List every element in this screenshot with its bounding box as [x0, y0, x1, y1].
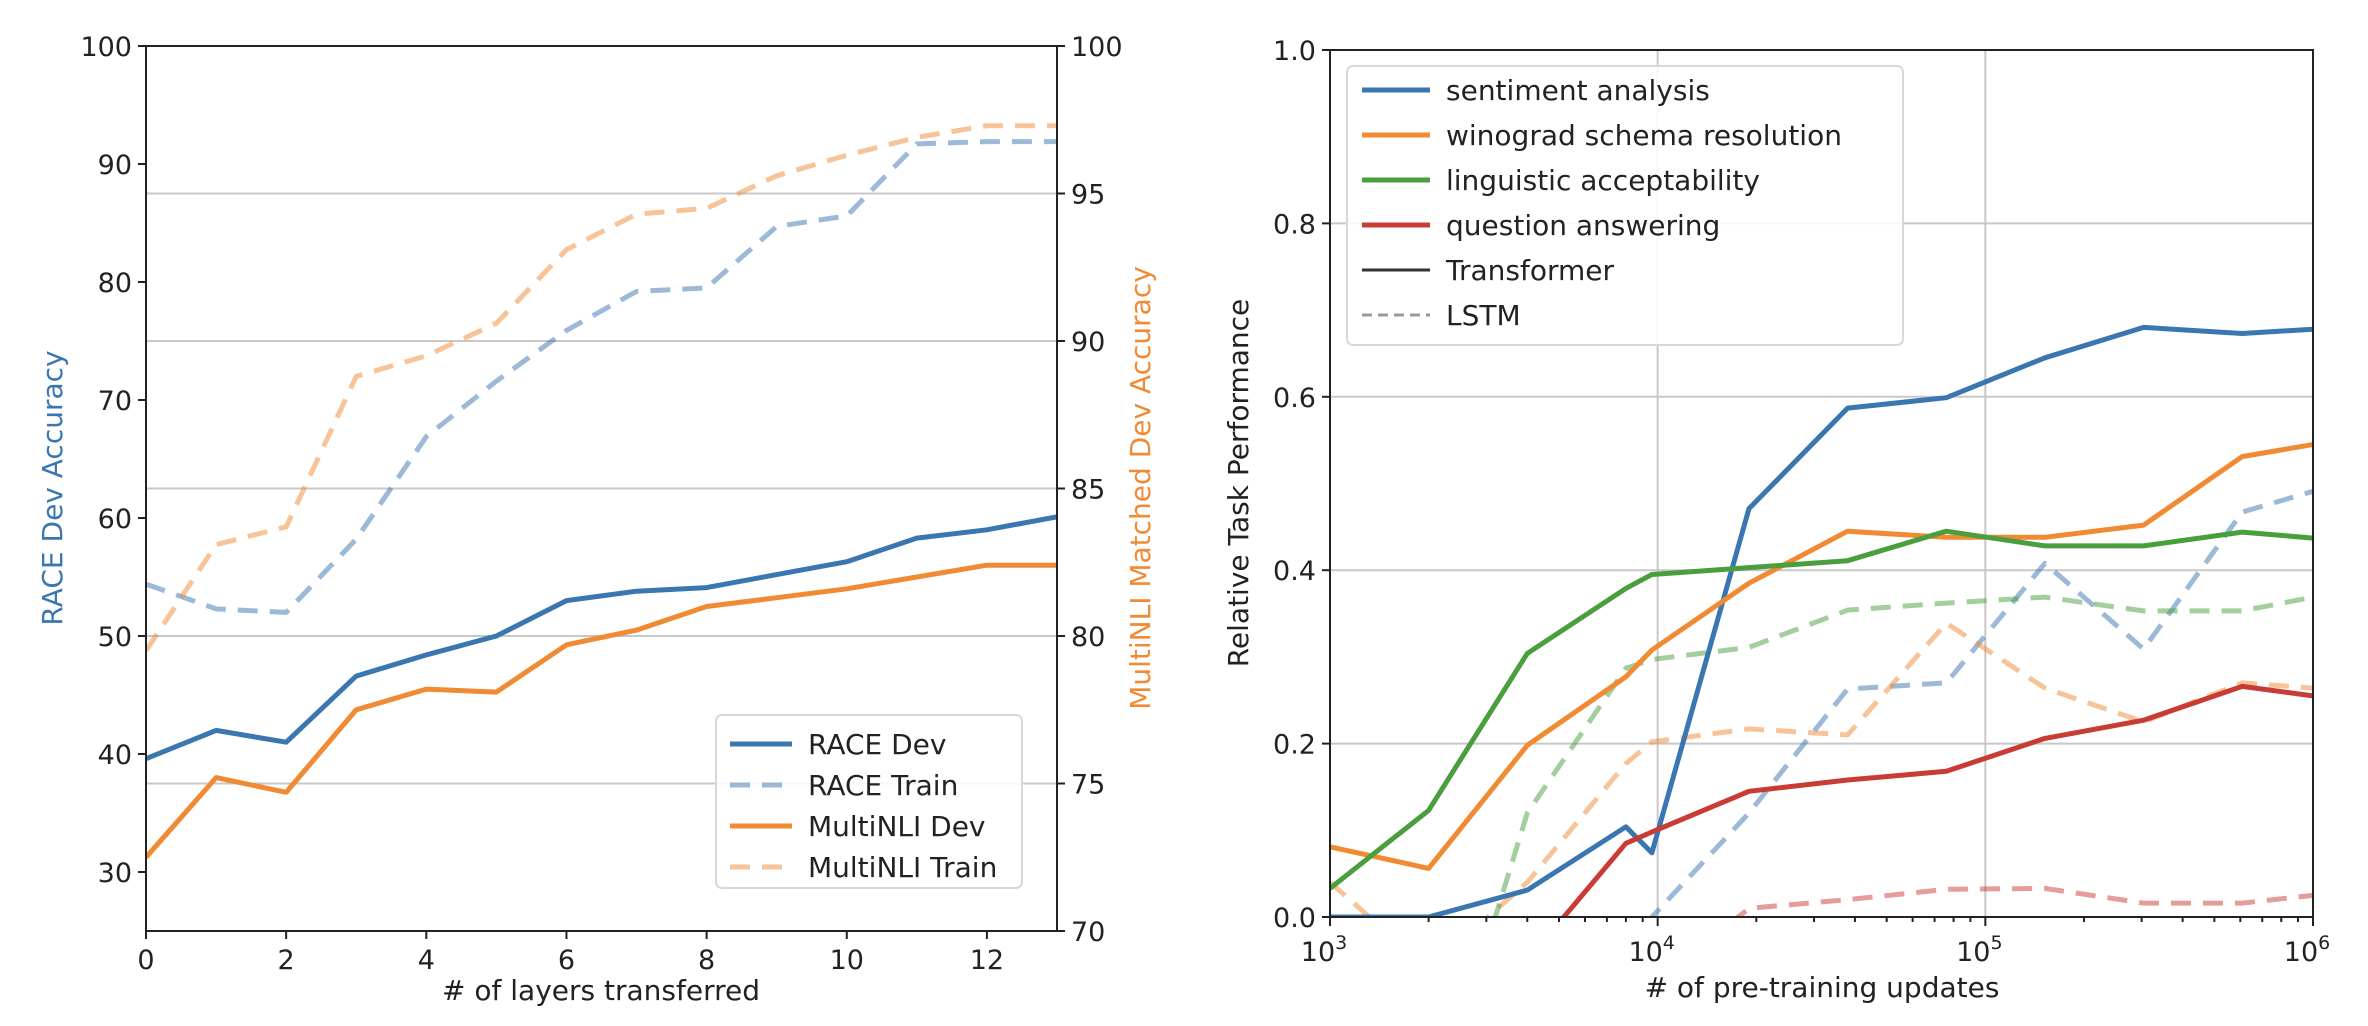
series-lines — [1330, 324, 2313, 917]
y-tick-label-right: 70 — [1071, 917, 1105, 948]
y-tick-label: 100 — [80, 32, 132, 63]
y-tick-label: 70 — [98, 386, 132, 417]
series-line-race-dev — [146, 514, 1057, 762]
legend-label-question-answering: question answering — [1446, 209, 1720, 242]
legend-label-multinli-train: MultiNLI Train — [808, 851, 997, 884]
y-axis-label-left: RACE Dev Accuracy — [36, 350, 69, 625]
legend-frame — [1346, 65, 1904, 346]
y-tick-label: 90 — [98, 150, 132, 181]
legend-label-lstm: LSTM — [1446, 299, 1521, 332]
y-tick-label: 0.4 — [1273, 556, 1316, 587]
legend-label-race-dev: RACE Dev — [808, 728, 946, 761]
series-line-sentiment-analysis-transformer — [1330, 324, 2313, 917]
y-tick-label-right: 75 — [1071, 770, 1105, 801]
y-axis: 0.0 0.2 0.4 0.6 0.8 1.0 — [1273, 36, 1330, 934]
y-tick-label-right: 95 — [1071, 180, 1105, 211]
x-tick-exponent: 3 — [1335, 932, 1347, 954]
y-tick-label: 80 — [98, 268, 132, 299]
y-axis-right: 70 75 80 85 90 95 100 — [1057, 32, 1123, 948]
y-tick-label: 30 — [98, 858, 132, 889]
x-tick-exponent: 6 — [2318, 932, 2330, 954]
series-line-question-answering-transformer — [1560, 683, 2313, 917]
legend-label-winograd-schema-resolution: winograd schema resolution — [1446, 119, 1842, 152]
x-tick-base: 10 — [1628, 937, 1662, 968]
y-axis-left: 30 40 50 60 70 80 90 100 — [80, 32, 146, 889]
x-tick-base: 10 — [1301, 937, 1335, 968]
legend-label-transformer: Transformer — [1445, 254, 1615, 287]
x-tick-label: 106 — [2284, 932, 2330, 968]
series-line-multinli-train — [146, 123, 1057, 653]
series-lines — [146, 123, 1057, 859]
y-tick-label: 0.6 — [1273, 383, 1316, 414]
x-tick-label: 104 — [1628, 932, 1674, 968]
grid — [146, 192, 1057, 785]
y-tick-label-right: 85 — [1071, 475, 1105, 506]
pretraining-updates-chart: 103 104 105 106 0.00.20.40.60.81.0 # of pre… — [1222, 36, 2330, 1004]
series-line-race-train — [146, 139, 1057, 615]
series-line-linguistic-acceptability-lstm — [1492, 594, 2313, 917]
x-axis: 103 104 105 106 — [1301, 917, 2330, 968]
x-tick-label: 2 — [278, 945, 295, 976]
y-tick-label: 0.2 — [1273, 730, 1316, 761]
x-tick-label: 8 — [698, 945, 715, 976]
y-tick-label: 1.0 — [1273, 36, 1316, 67]
y-tick-label: 60 — [98, 504, 132, 535]
layers-transferred-chart: 0 2 4 6 8 10 12 30 40 50 60 70 80 90 100 70 75 80 85 90 95… — [36, 32, 1157, 1007]
y-tick-label-right: 80 — [1071, 622, 1105, 653]
x-tick-label: 103 — [1301, 932, 1347, 968]
y-tick-label: 50 — [98, 622, 132, 653]
series-line-winograd-schema-resolution-transformer — [1330, 442, 2313, 871]
x-axis-label: # of pre-training updates — [1645, 971, 2000, 1004]
plot-frame — [1329, 49, 2314, 918]
y-axis-label-right: MultiNLI Matched Dev Accuracy — [1124, 266, 1157, 710]
legend-frame — [715, 714, 1023, 889]
x-axis: 0 2 4 6 8 10 12 — [137, 931, 1004, 976]
legend-label-linguistic-acceptability: linguistic acceptability — [1446, 164, 1760, 197]
y-tick-label-right: 100 — [1071, 32, 1123, 63]
x-tick-label: 4 — [418, 945, 435, 976]
legend-label-multinli-dev: MultiNLI Dev — [808, 810, 986, 843]
x-tick-base: 10 — [1956, 937, 1990, 968]
series-line-linguistic-acceptability-transformer — [1330, 528, 2313, 891]
y-tick-label: 0.0 — [1273, 903, 1316, 934]
series-line-multinli-dev — [146, 562, 1057, 859]
series-line-sentiment-analysis-lstm — [1649, 488, 2313, 917]
y-axis-label: Relative Task Performance — [1222, 299, 1255, 668]
x-tick-label: 10 — [830, 945, 864, 976]
x-tick-label: 105 — [1956, 932, 2002, 968]
legend-label-sentiment-analysis: sentiment analysis — [1446, 74, 1710, 107]
x-tick-exponent: 5 — [1990, 932, 2002, 954]
y-tick-label: 40 — [98, 740, 132, 771]
series-line-question-answering-lstm — [1734, 885, 2313, 917]
x-tick-label: 0 — [137, 945, 154, 976]
x-tick-exponent: 4 — [1663, 932, 1675, 954]
x-tick-base: 10 — [2284, 937, 2318, 968]
y-tick-label-right: 90 — [1071, 327, 1105, 358]
legend: sentiment analysis winograd schema resolu… — [1346, 65, 1904, 346]
x-axis-label: # of layers transferred — [442, 974, 760, 1007]
legend-label-race-train: RACE Train — [808, 769, 958, 802]
legend: RACE Dev RACE Train MultiNLI Dev MultiNLI T… — [715, 714, 1023, 889]
y-tick-label: 0.8 — [1273, 209, 1316, 240]
x-tick-label: 12 — [970, 945, 1004, 976]
x-tick-label: 6 — [558, 945, 575, 976]
